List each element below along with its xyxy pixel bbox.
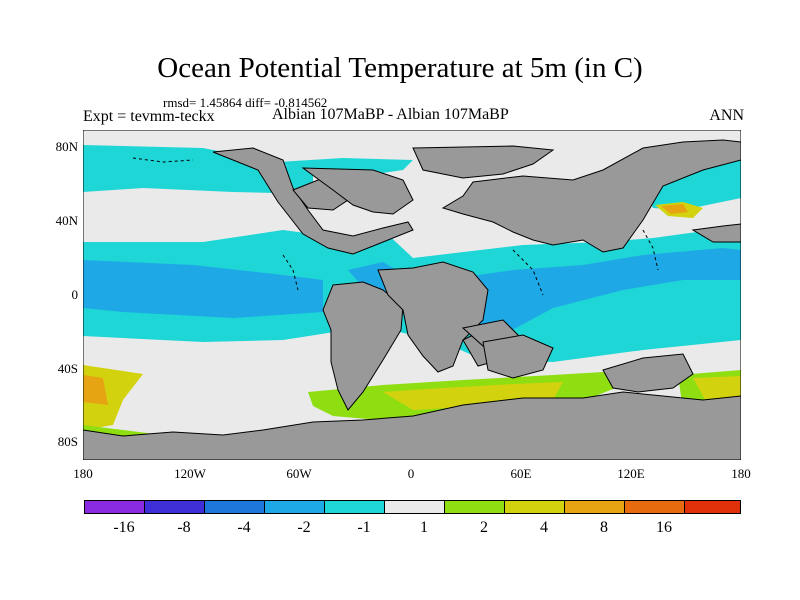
colorbar-label-1: 1 (420, 519, 428, 536)
colorbar (84, 500, 741, 514)
colorbar-label-minus16: -16 (113, 519, 135, 536)
land-north-east-margin (691, 223, 741, 243)
coastline-north-pacific (132, 157, 194, 163)
lon-label-180w: 180 (73, 466, 93, 481)
colorbar-label-8: 8 (600, 519, 608, 536)
colorbar-label-minus4: -4 (237, 519, 251, 536)
season-label: ANN (709, 107, 744, 124)
land-australia-east (602, 353, 694, 393)
land-eurasia (441, 139, 741, 253)
lon-label-120w: 120W (174, 466, 206, 481)
blue-band-indian (443, 248, 741, 335)
colorbar-box-1 (144, 500, 205, 514)
orange-patch-south-pacific (83, 375, 108, 405)
lon-label-180e: 180 (731, 466, 751, 481)
land-australia-west (482, 334, 554, 379)
lon-label-60w: 60W (286, 466, 312, 481)
colorbar-label-16: 16 (656, 519, 672, 536)
colorbar-box-3 (264, 500, 325, 514)
stats-line: rmsd= 1.45864 diff= -0.814562 (163, 95, 328, 110)
temperature-map (83, 130, 741, 460)
colorbar-box-9 (624, 500, 685, 514)
colorbar-label-minus8: -8 (177, 519, 191, 536)
colorbar-boxes (84, 500, 741, 514)
colorbar-box-7 (504, 500, 565, 514)
lat-label-40n: 40N (55, 213, 78, 228)
land-north-america (212, 147, 414, 255)
land-africa (377, 261, 489, 373)
coastline-east-asia (642, 229, 659, 271)
colorbar-box-2 (204, 500, 265, 514)
center-subtitle: Albian 107MaBP - Albian 107MaBP (272, 106, 509, 123)
land-laurentia (301, 167, 414, 215)
colorbar-box-8 (564, 500, 625, 514)
lon-label-60e: 60E (510, 466, 532, 481)
colorbar-label-minus2: -2 (297, 519, 311, 536)
lat-label-80n: 80N (55, 139, 78, 154)
lat-label-80s: 80S (57, 434, 78, 449)
experiment-label: Expt = tevmm-teckx (83, 108, 215, 125)
chart-title: Ocean Potential Temperature at 5m (in C) (157, 52, 643, 84)
land-arctic (412, 145, 555, 179)
colorbar-box-6 (444, 500, 505, 514)
land-south-america (322, 281, 404, 411)
colorbar-label-2: 2 (480, 519, 488, 536)
colorbar-box-4 (324, 500, 385, 514)
lat-label-40s: 40S (57, 361, 78, 376)
colorbar-box-0 (84, 500, 145, 514)
blue-band-pacific (83, 260, 323, 318)
colorbar-box-10 (684, 500, 741, 514)
coastline-pacific-margin (282, 254, 299, 291)
lon-label-120e: 120E (617, 466, 645, 481)
cyan-band-north-pacific (83, 145, 313, 194)
lon-label-0: 0 (407, 466, 415, 481)
lat-label-0: 0 (71, 287, 79, 302)
paleo-coastlines (132, 157, 659, 296)
colorbar-box-5 (384, 500, 445, 514)
colorbar-label-minus1: -1 (357, 519, 371, 536)
colorbar-label-4: 4 (540, 519, 548, 536)
land-masses (83, 139, 741, 460)
land-antarctica (83, 391, 741, 460)
orange-patch-north-west-pacific (661, 204, 688, 214)
